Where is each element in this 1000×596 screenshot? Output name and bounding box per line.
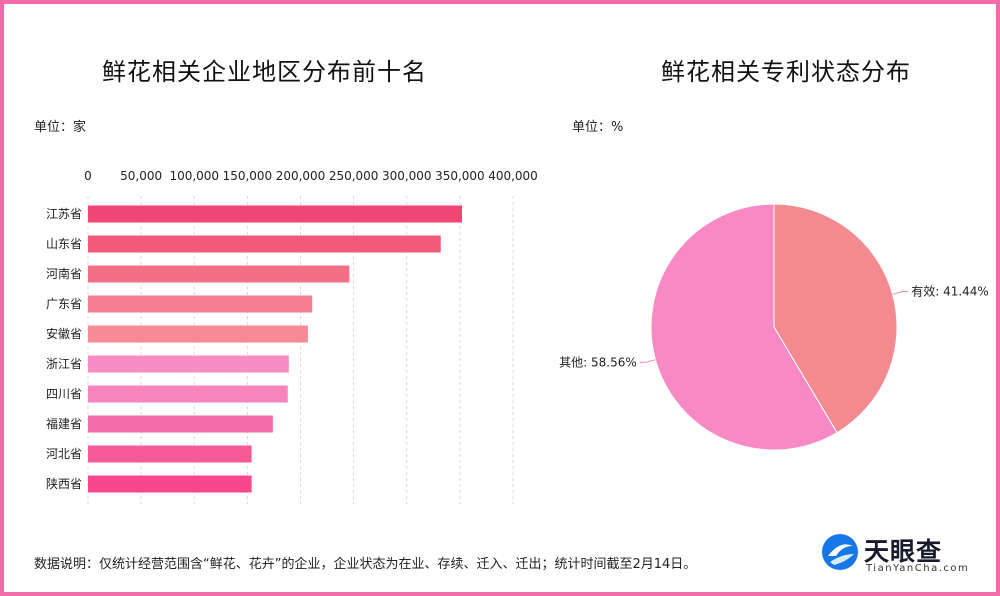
- brand-logo: 天眼查 TianYanCha.com: [820, 530, 980, 582]
- pie-data-label: 有效: 41.44%: [911, 284, 989, 299]
- bar: [88, 355, 289, 373]
- pie-leader-line: [639, 359, 656, 363]
- bar: [88, 415, 273, 433]
- y-category-label: 陕西省: [46, 476, 82, 491]
- x-tick-label: 250,000: [329, 169, 379, 183]
- x-tick-label: 100,000: [169, 169, 219, 183]
- y-category-label: 福建省: [46, 416, 82, 431]
- pie-chart: 有效: 41.44% 其他: 58.56%: [559, 203, 989, 451]
- y-category-label: 山东省: [46, 237, 82, 251]
- pie-data-label: 其他: 58.56%: [559, 355, 637, 369]
- y-category-label: 四川省: [46, 387, 82, 401]
- x-tick-label: 300,000: [382, 169, 432, 183]
- bar: [88, 325, 308, 343]
- logo-text: 天眼查: [864, 537, 943, 566]
- y-category-label: 河北省: [46, 447, 82, 461]
- pie-chart-unit: 单位：%: [572, 120, 624, 135]
- y-category-label: 浙江省: [46, 357, 82, 371]
- bar-chart: 0 50,000 100,000 150,000 200,000 250,000 300,0…: [46, 169, 538, 504]
- bar: [88, 205, 462, 223]
- bar-chart-title: 鲜花相关企业地区分布前十名: [102, 58, 427, 86]
- y-category-label: 安徽省: [46, 326, 82, 341]
- bar-chart-unit: 单位：家: [34, 120, 87, 135]
- x-tick-label: 350,000: [435, 169, 485, 183]
- pie-slice: [650, 203, 838, 451]
- bar: [88, 295, 313, 313]
- y-category-label: 江苏省: [46, 207, 82, 221]
- data-note: 数据说明：仅统计经营范围含“鲜花、花卉”的企业，企业状态为在业、存续、迁入、迁出…: [34, 557, 697, 572]
- x-tick-label: 200,000: [276, 169, 326, 183]
- pie-slice: [773, 203, 898, 434]
- x-tick-label: 150,000: [223, 169, 273, 183]
- bar: [88, 385, 288, 403]
- x-tick-label: 50,000: [120, 169, 162, 183]
- pie-chart-title: 鲜花相关专利状态分布: [661, 58, 911, 86]
- bar: [88, 475, 252, 493]
- bar: [88, 445, 252, 463]
- pie-leader-line: [892, 291, 909, 295]
- logo-subtext: TianYanCha.com: [866, 563, 970, 574]
- bar: [88, 265, 350, 283]
- x-tick-label: 0: [84, 169, 92, 183]
- y-category-label: 河南省: [46, 266, 82, 281]
- y-category-label: 广东省: [46, 297, 82, 311]
- logo-icon: [822, 534, 858, 570]
- x-tick-label: 400,000: [488, 169, 538, 183]
- bar: [88, 235, 441, 253]
